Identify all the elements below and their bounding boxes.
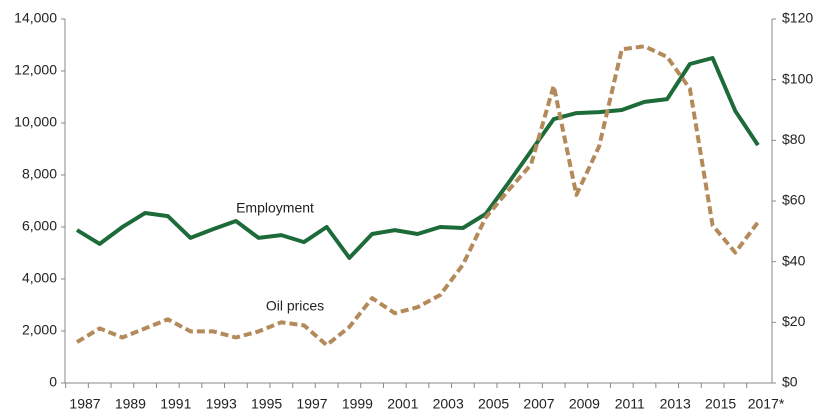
x-tick-label: 2001 <box>387 396 418 412</box>
x-tick-label: 1987 <box>69 396 100 412</box>
x-tick-label: 2013 <box>660 396 691 412</box>
x-tick-label: 2009 <box>569 396 600 412</box>
y-tick-label: 0 <box>49 374 57 390</box>
x-tick-label: 2017* <box>748 396 785 412</box>
series-label: Oil prices <box>266 298 324 314</box>
series-line <box>75 56 760 260</box>
x-tick-label: 2011 <box>615 396 645 412</box>
y-tick-label: 10,000 <box>14 114 57 130</box>
y-tick-label: 2,000 <box>22 322 57 338</box>
x-tick-label: 1993 <box>206 396 237 412</box>
y-tick-label: 4,000 <box>22 270 57 286</box>
x-tick-label: 1997 <box>296 396 327 412</box>
y2-tick-label: $60 <box>782 192 806 208</box>
series-label: Employment <box>236 200 314 216</box>
x-tick-label: 1995 <box>251 396 282 412</box>
x-tick-label: 2015 <box>705 396 736 412</box>
x-tick-label: 2007 <box>523 396 554 412</box>
x-tick-label: 1999 <box>342 396 373 412</box>
y2-tick-label: $40 <box>782 252 806 268</box>
y-tick-label: 12,000 <box>14 62 57 78</box>
x-tick-label: 2005 <box>478 396 509 412</box>
x-tick-label: 2003 <box>433 396 464 412</box>
y-tick-label: 14,000 <box>14 10 57 26</box>
y2-tick-label: $80 <box>782 131 806 147</box>
y2-tick-label: $20 <box>782 313 806 329</box>
y2-tick-label: $100 <box>782 70 813 86</box>
y2-tick-label: $0 <box>782 374 798 390</box>
y-tick-label: 6,000 <box>22 218 57 234</box>
x-tick-label: 1989 <box>115 396 146 412</box>
series-line <box>75 44 760 348</box>
x-tick-label: 1991 <box>160 396 191 412</box>
y2-tick-label: $120 <box>782 10 813 26</box>
y-tick-label: 8,000 <box>22 166 57 182</box>
